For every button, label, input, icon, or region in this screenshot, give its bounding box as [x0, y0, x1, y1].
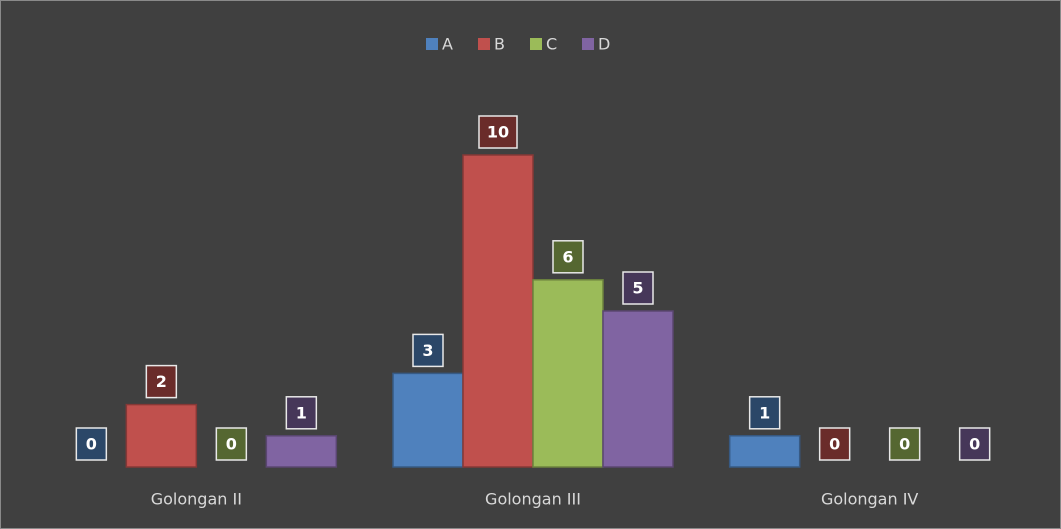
data-label: 0 [969, 435, 980, 454]
legend-label: C [546, 35, 557, 54]
legend-label: A [442, 35, 453, 54]
data-label-box [818, 427, 851, 461]
data-label-box [478, 115, 518, 149]
data-label: 1 [759, 403, 770, 422]
bar [125, 403, 198, 468]
data-label-box [285, 396, 318, 430]
bar [602, 310, 674, 468]
data-label: 6 [562, 247, 573, 266]
legend-swatch [426, 38, 438, 50]
data-label-box [145, 364, 178, 399]
bar [265, 435, 338, 468]
bar [462, 154, 534, 468]
legend-swatch [478, 38, 490, 50]
data-label: 10 [487, 123, 509, 142]
data-label-box [888, 427, 921, 461]
data-label-box [412, 333, 444, 368]
legend-swatch [530, 38, 542, 50]
data-label-box [958, 427, 991, 461]
data-label-box [748, 396, 781, 430]
bar [392, 372, 464, 468]
data-label: 5 [632, 279, 643, 298]
data-label: 1 [296, 403, 307, 422]
data-label: 0 [86, 435, 97, 454]
x-tick-label: Golongan III [485, 490, 581, 509]
x-tick-label: Golongan II [151, 490, 242, 509]
data-label-box [552, 240, 584, 274]
legend-label: D [598, 35, 610, 54]
data-label: 0 [226, 435, 237, 454]
data-label: 3 [422, 341, 433, 360]
data-label-box [622, 271, 654, 305]
data-label: 0 [899, 435, 910, 454]
data-label-box [75, 427, 108, 461]
data-label: 0 [829, 435, 840, 454]
data-label-box [215, 427, 248, 461]
data-label: 2 [156, 372, 167, 391]
bar [532, 279, 604, 468]
bar [728, 435, 801, 468]
x-tick-label: Golongan IV [821, 490, 918, 509]
legend-swatch [582, 38, 594, 50]
legend-label: B [494, 35, 505, 54]
